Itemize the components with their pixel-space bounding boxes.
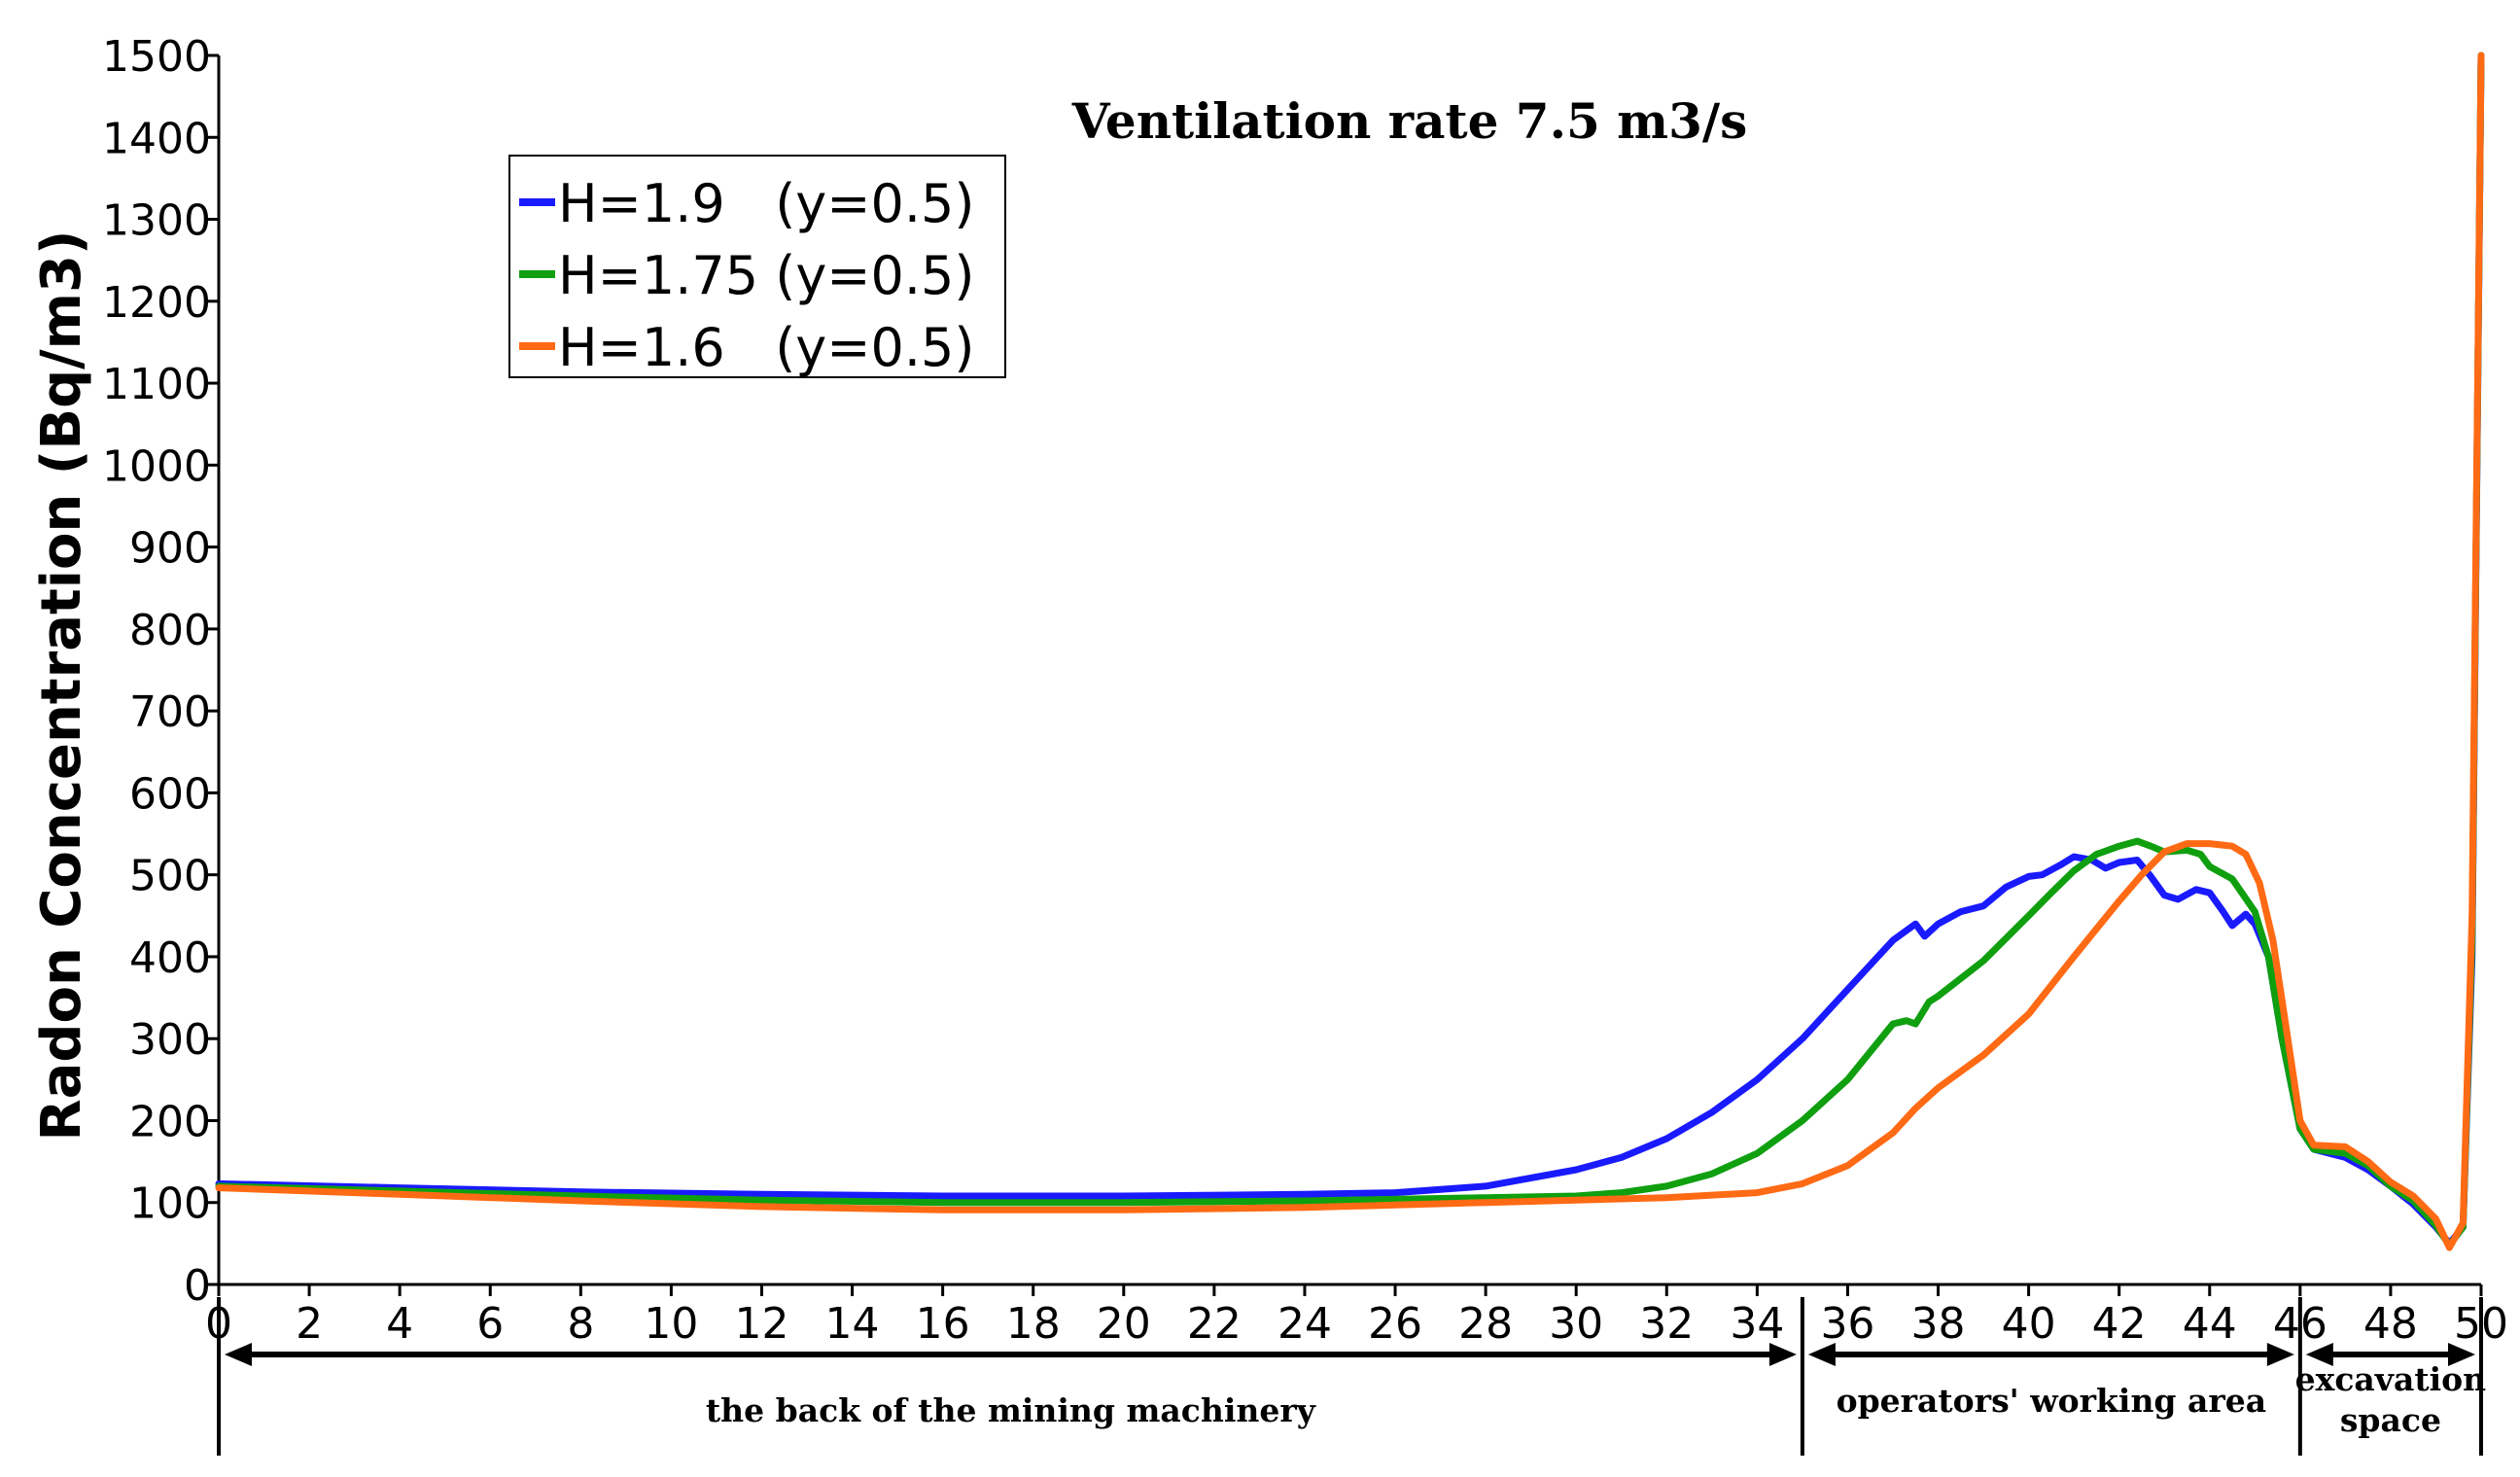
y-tick-label: 1000 xyxy=(102,441,211,491)
region-annotations: the back of the mining machinery operator… xyxy=(217,1297,2487,1456)
x-tick-label: 30 xyxy=(1549,1299,1603,1349)
region-arrow-head-right xyxy=(2266,1343,2294,1366)
y-tick-label: 400 xyxy=(129,933,211,983)
x-tick-label: 42 xyxy=(2092,1299,2147,1349)
x-tick-label: 6 xyxy=(476,1299,504,1349)
region-label-1: the back of the mining machinery xyxy=(706,1391,1316,1429)
x-tick-label: 44 xyxy=(2183,1299,2237,1349)
x-tick-label: 38 xyxy=(1911,1299,1966,1349)
x-tick-label: 18 xyxy=(1006,1299,1061,1349)
x-tick-label: 2 xyxy=(296,1299,323,1349)
legend: H=1.9 (y=0.5) H=1.75 (y=0.5) H=1.6 (y=0.5) xyxy=(508,155,1006,378)
y-tick-label: 100 xyxy=(129,1179,211,1229)
region-arrow-head-left xyxy=(2305,1343,2333,1366)
series-line-2 xyxy=(215,52,2485,1249)
region-label-2: operators' working area xyxy=(1837,1382,2267,1420)
region-arrow-head-right xyxy=(1768,1343,1797,1366)
x-tick-label: 32 xyxy=(1639,1299,1694,1349)
y-tick-label: 1400 xyxy=(102,114,211,163)
x-tick-label: 28 xyxy=(1458,1299,1513,1349)
y-tick-label: 1100 xyxy=(102,360,211,409)
series-lines xyxy=(215,52,2485,1251)
x-tick-label: 12 xyxy=(734,1299,788,1349)
y-tick-label: 0 xyxy=(184,1261,211,1311)
y-axis-label: Radon Concentration (Bq/m3) xyxy=(30,229,93,1141)
y-tick-label: 500 xyxy=(129,852,211,901)
region-label-line: space xyxy=(2340,1401,2441,1439)
legend-entry-1: H=1.9 (y=0.5) xyxy=(558,173,974,234)
legend-entry-2: H=1.75 (y=0.5) xyxy=(558,245,974,306)
y-tick-label: 700 xyxy=(129,687,211,737)
region-arrow-head-right xyxy=(2448,1343,2475,1366)
y-tick-label: 1300 xyxy=(102,196,211,246)
x-tick-label: 34 xyxy=(1730,1299,1784,1349)
chart-title: Ventilation rate 7.5 m3/s xyxy=(1071,92,1748,150)
x-tick-label: 48 xyxy=(2363,1299,2418,1349)
legend-entry-3: H=1.6 (y=0.5) xyxy=(558,317,974,378)
x-tick-label: 40 xyxy=(2002,1299,2056,1349)
region-label-line: excavation xyxy=(2295,1360,2487,1398)
x-tick-label: 20 xyxy=(1097,1299,1151,1349)
axes: 0 100 200 300 400 500 600 700 800 900 1000 1100 1200… xyxy=(102,32,2508,1349)
x-tick-label: 4 xyxy=(386,1299,413,1349)
y-tick-label: 600 xyxy=(129,769,211,819)
region-label-3: excavation space xyxy=(2295,1360,2487,1439)
y-tick-label: 1200 xyxy=(102,278,211,328)
y-tick-label: 200 xyxy=(129,1097,211,1146)
x-tick-label: 14 xyxy=(825,1299,880,1349)
x-tick-label: 36 xyxy=(1820,1299,1874,1349)
x-tick-label: 16 xyxy=(916,1299,970,1349)
y-tick-label: 800 xyxy=(129,606,211,655)
region-arrow-head-left xyxy=(225,1343,252,1366)
y-tick-label: 900 xyxy=(129,524,211,574)
legend-box xyxy=(508,155,1006,378)
y-tick-label: 300 xyxy=(129,1015,211,1065)
x-tick-label: 10 xyxy=(644,1299,698,1349)
region-arrow-head-left xyxy=(1807,1343,1836,1366)
x-tick-label: 26 xyxy=(1368,1299,1422,1349)
x-tick-label: 8 xyxy=(567,1299,594,1349)
y-tick-label: 1500 xyxy=(102,32,211,82)
series-line-3 xyxy=(215,52,2485,1251)
x-tick-label: 24 xyxy=(1278,1299,1332,1349)
x-tick-label: 22 xyxy=(1187,1299,1242,1349)
